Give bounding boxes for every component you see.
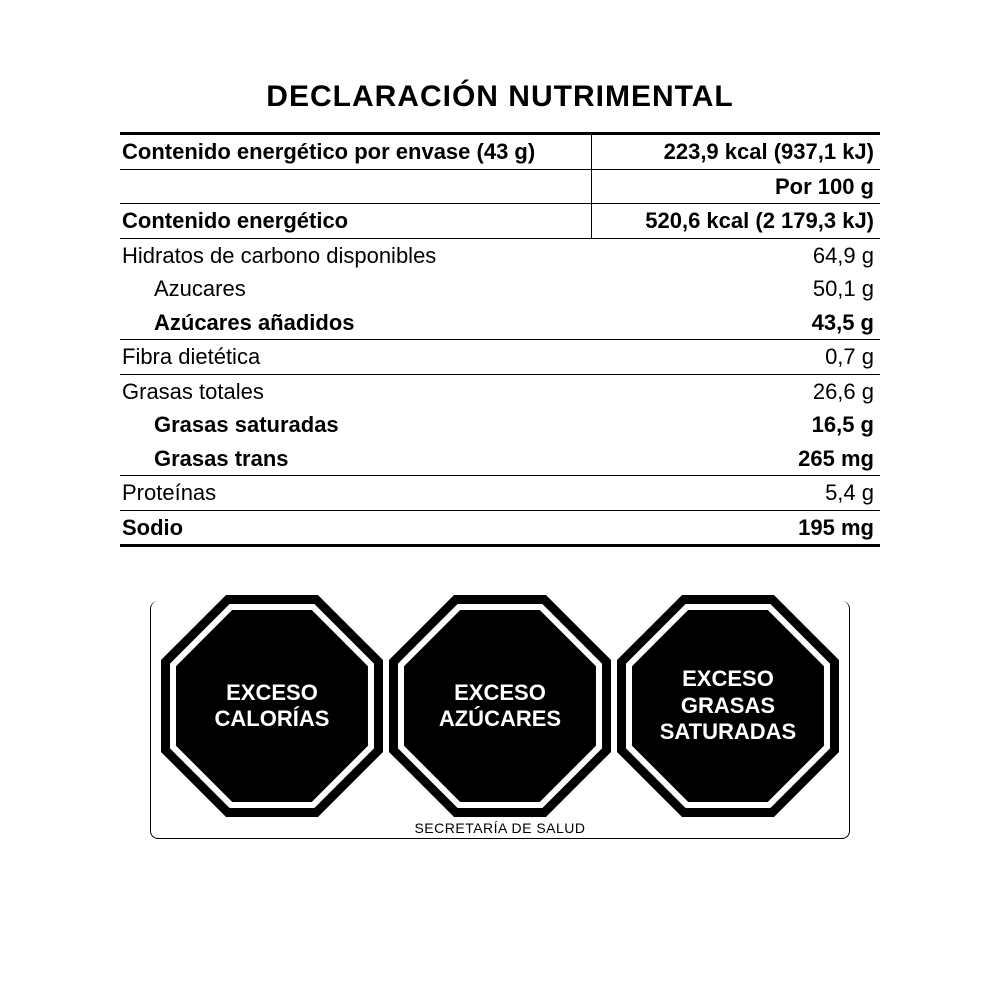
- row-value: 5,4 g: [591, 476, 880, 511]
- row-label: Grasas saturadas: [120, 408, 591, 442]
- row-value: 16,5 g: [591, 408, 880, 442]
- table-row: Hidratos de carbono disponibles64,9 g: [120, 238, 880, 272]
- seal-text: EXCESO AZÚCARES: [439, 680, 561, 733]
- table-row: Sodio195 mg: [120, 510, 880, 546]
- row-value: Por 100 g: [591, 169, 880, 204]
- row-value: 265 mg: [591, 442, 880, 476]
- seal-text: EXCESO GRASAS SATURADAS: [660, 666, 796, 745]
- table-row: Contenido energético520,6 kcal (2 179,3 …: [120, 204, 880, 239]
- row-label: Proteínas: [120, 476, 591, 511]
- table-row: Proteínas5,4 g: [120, 476, 880, 511]
- warning-seal: EXCESO AZÚCARES: [389, 595, 611, 817]
- table-row: Azucares50,1 g: [120, 272, 880, 306]
- table-row: Contenido energético por envase (43 g)22…: [120, 134, 880, 170]
- row-value: 223,9 kcal (937,1 kJ): [591, 134, 880, 170]
- row-value: 195 mg: [591, 510, 880, 546]
- row-label: Azúcares añadidos: [120, 306, 591, 340]
- table-row: Azúcares añadidos43,5 g: [120, 306, 880, 340]
- table-row: Por 100 g: [120, 169, 880, 204]
- warning-seals-block: EXCESO CALORÍAS EXCESO AZÚCARES EXCESO GRA…: [150, 601, 850, 839]
- table-row: [120, 546, 880, 554]
- table-row: Grasas trans265 mg: [120, 442, 880, 476]
- row-label: Hidratos de carbono disponibles: [120, 238, 591, 272]
- row-label: Sodio: [120, 510, 591, 546]
- table-row: Grasas totales26,6 g: [120, 374, 880, 408]
- row-value: 64,9 g: [591, 238, 880, 272]
- table-row: Fibra dietética0,7 g: [120, 340, 880, 375]
- row-value: 26,6 g: [591, 374, 880, 408]
- warning-seal: EXCESO CALORÍAS: [161, 595, 383, 817]
- row-value: 520,6 kcal (2 179,3 kJ): [591, 204, 880, 239]
- row-label: Grasas totales: [120, 374, 591, 408]
- row-value: 43,5 g: [591, 306, 880, 340]
- nutrition-table: Contenido energético por envase (43 g)22…: [120, 132, 880, 553]
- seals-caption: SECRETARÍA DE SALUD: [151, 820, 849, 836]
- warning-seal: EXCESO GRASAS SATURADAS: [617, 595, 839, 817]
- row-value: [591, 546, 880, 554]
- row-label: Fibra dietética: [120, 340, 591, 375]
- nutrition-title: DECLARACIÓN NUTRIMENTAL: [120, 80, 880, 114]
- row-value: 50,1 g: [591, 272, 880, 306]
- row-label: [120, 546, 591, 554]
- row-label: Grasas trans: [120, 442, 591, 476]
- seal-text: EXCESO CALORÍAS: [215, 680, 330, 733]
- table-row: Grasas saturadas16,5 g: [120, 408, 880, 442]
- row-label: Azucares: [120, 272, 591, 306]
- row-value: 0,7 g: [591, 340, 880, 375]
- row-label: [120, 169, 591, 204]
- row-label: Contenido energético: [120, 204, 591, 239]
- row-label: Contenido energético por envase (43 g): [120, 134, 591, 170]
